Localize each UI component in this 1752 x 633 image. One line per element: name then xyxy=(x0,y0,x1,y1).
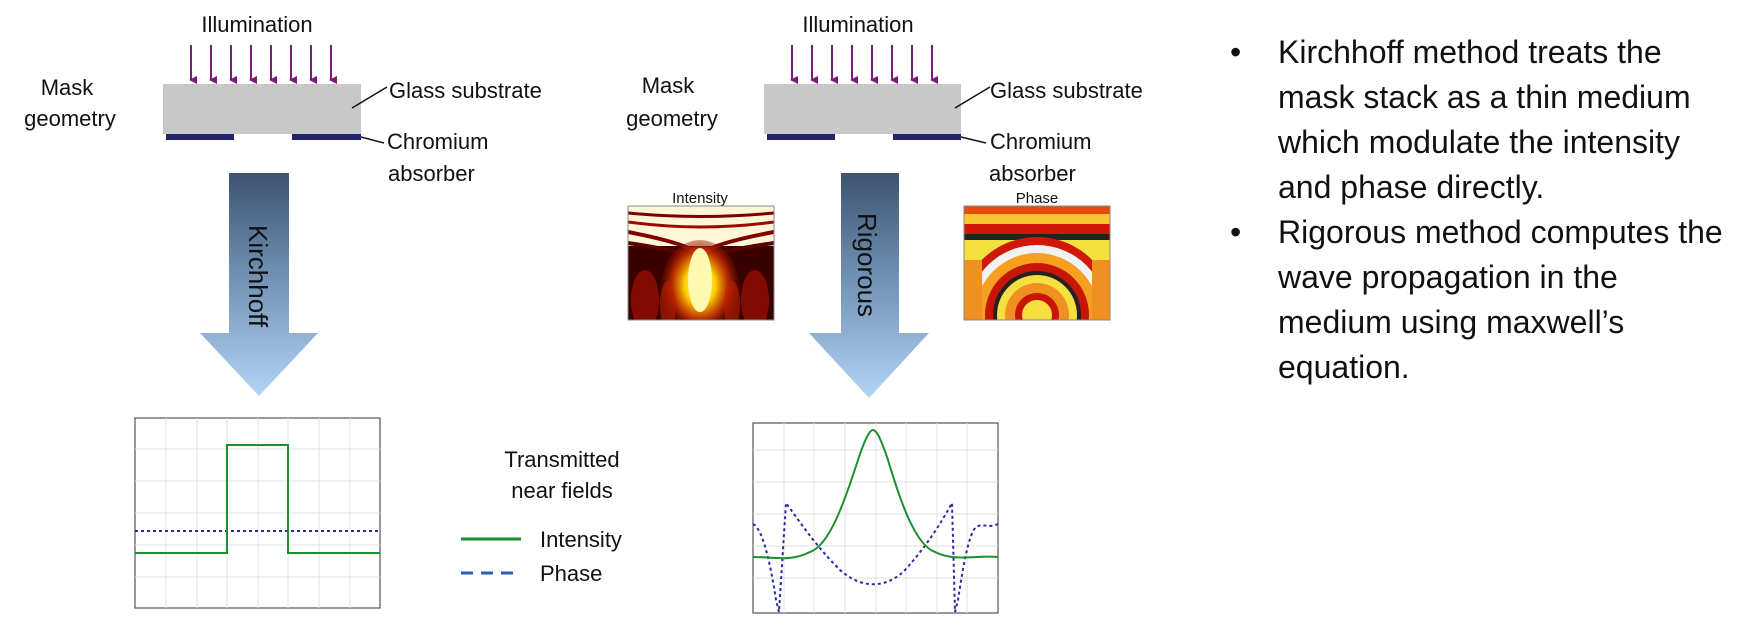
chromium-leader-line xyxy=(361,137,384,143)
chromium-absorber-left-right xyxy=(767,134,835,140)
chromium-leader-line-right xyxy=(961,137,986,143)
rigorous-plot xyxy=(753,423,998,613)
mask-label-line1: Mask xyxy=(41,75,95,100)
illumination-arrows-right xyxy=(792,45,932,80)
glass-substrate xyxy=(163,84,361,134)
phase-map xyxy=(959,206,1115,393)
bullet-item: • Kirchhoff method treats the mask stack… xyxy=(1230,30,1740,210)
illumination-label-right: Illumination xyxy=(802,12,913,37)
chromium-absorber-right xyxy=(292,134,361,140)
bullet-list: • Kirchhoff method treats the mask stack… xyxy=(1230,30,1740,390)
illumination-label: Illumination xyxy=(201,12,312,37)
legend-phase-label: Phase xyxy=(540,561,602,586)
phase-map-label: Phase xyxy=(1016,190,1059,207)
glass-substrate-label: Glass substrate xyxy=(389,78,542,103)
glass-substrate-right xyxy=(764,84,961,134)
intensity-map-label: Intensity xyxy=(672,190,728,207)
legend-intensity-label: Intensity xyxy=(540,527,622,552)
mask-label-line2-right: geometry xyxy=(626,106,718,131)
left-panel: Illumination Mask geometry Glass substra… xyxy=(24,12,542,608)
rigorous-arrow-label: Rigorous xyxy=(852,213,882,317)
bullet-dot: • xyxy=(1230,30,1241,75)
bullet-text: Kirchhoff method treats the mask stack a… xyxy=(1278,34,1691,205)
kirchhoff-plot xyxy=(135,418,380,608)
chromium-label-line2: absorber xyxy=(388,161,475,186)
legend-title-line2: near fields xyxy=(511,478,613,503)
chromium-label-line1: Chromium xyxy=(387,129,488,154)
bullet-dot: • xyxy=(1230,210,1241,255)
kirchhoff-arrow-label: Kirchhoff xyxy=(243,225,273,328)
illumination-arrows xyxy=(191,45,331,80)
bullet-text: Rigorous method computes the wave propag… xyxy=(1278,214,1723,385)
glass-substrate-label-right: Glass substrate xyxy=(990,78,1143,103)
bullet-item: • Rigorous method computes the wave prop… xyxy=(1230,210,1740,390)
chromium-absorber-left xyxy=(166,134,234,140)
right-panel: Illumination Mask geometry Glass substra… xyxy=(626,12,1143,613)
chromium-label-line2-right: absorber xyxy=(989,161,1076,186)
mask-label-line2: geometry xyxy=(24,106,116,131)
legend-title-line1: Transmitted xyxy=(504,447,619,472)
legend: Transmitted near fields Intensity Phase xyxy=(461,447,622,586)
mask-label-line1-right: Mask xyxy=(642,73,696,98)
chromium-label-line1-right: Chromium xyxy=(990,129,1091,154)
chromium-absorber-right-right xyxy=(893,134,961,140)
